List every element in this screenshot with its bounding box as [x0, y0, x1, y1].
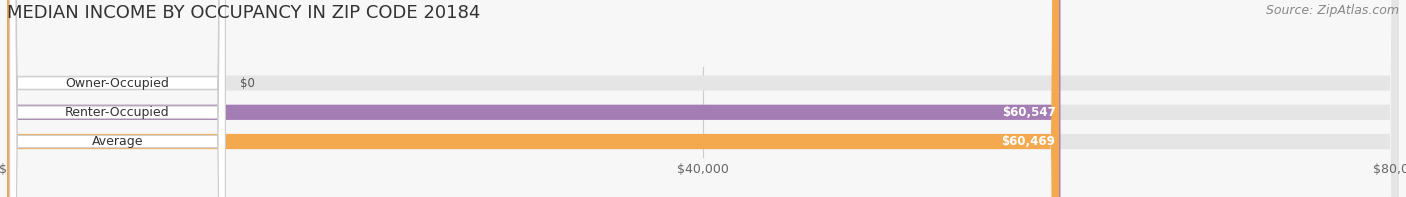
Text: Source: ZipAtlas.com: Source: ZipAtlas.com	[1265, 4, 1399, 17]
FancyBboxPatch shape	[7, 0, 1399, 197]
Text: Average: Average	[91, 135, 143, 148]
FancyBboxPatch shape	[10, 0, 225, 197]
Text: $0: $0	[240, 77, 254, 90]
Text: $60,547: $60,547	[1002, 106, 1056, 119]
FancyBboxPatch shape	[7, 0, 1399, 197]
FancyBboxPatch shape	[7, 0, 1399, 197]
FancyBboxPatch shape	[7, 0, 1059, 197]
FancyBboxPatch shape	[10, 0, 225, 197]
FancyBboxPatch shape	[10, 0, 225, 197]
Text: Owner-Occupied: Owner-Occupied	[66, 77, 170, 90]
Text: $60,469: $60,469	[1001, 135, 1054, 148]
Text: MEDIAN INCOME BY OCCUPANCY IN ZIP CODE 20184: MEDIAN INCOME BY OCCUPANCY IN ZIP CODE 2…	[7, 4, 481, 22]
Text: Renter-Occupied: Renter-Occupied	[65, 106, 170, 119]
FancyBboxPatch shape	[7, 0, 1060, 197]
